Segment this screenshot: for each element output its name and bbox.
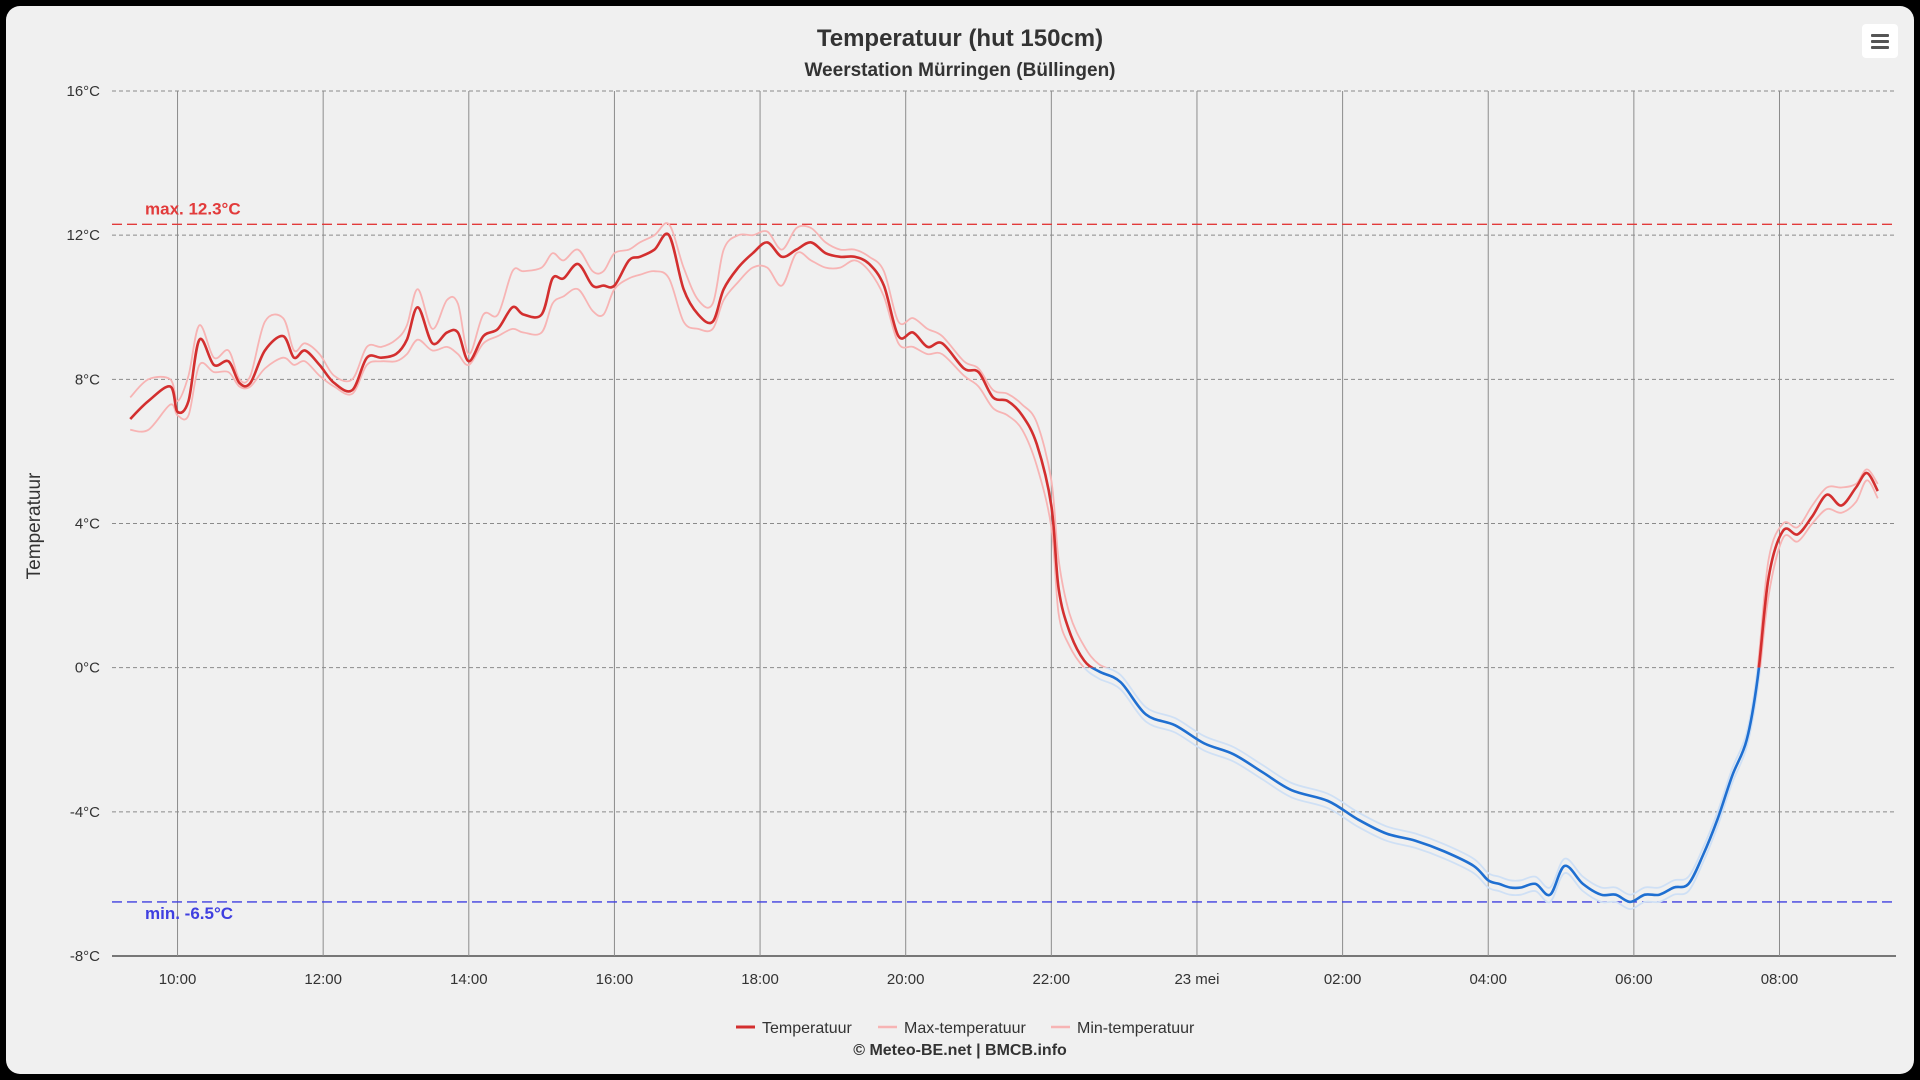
credits[interactable]: © Meteo-BE.net | BMCB.info xyxy=(853,1042,1067,1059)
x-tick-label: 04:00 xyxy=(1469,971,1507,988)
legend-label: Min-temperatuur xyxy=(1077,1020,1195,1037)
menu-icon-bar xyxy=(1871,40,1889,43)
series-max-temperatuur-above-zero xyxy=(129,222,1879,668)
series-min-temperatuur-above-zero xyxy=(130,251,1879,668)
x-tick-label: 23 mei xyxy=(1174,971,1219,988)
plot-line-label-max: max. 12.3°C xyxy=(145,199,241,218)
x-tick-label: 14:00 xyxy=(450,971,488,988)
menu-icon-bar xyxy=(1871,34,1889,37)
x-tick-label: 20:00 xyxy=(887,971,925,988)
x-axis-ticks: 10:00 12:00 14:00 16:00 18:00 20:00 22:00 23 me… xyxy=(159,971,1799,988)
legend-item[interactable]: Min-temperatuur xyxy=(1051,1020,1195,1037)
legend-label: Max-temperatuur xyxy=(904,1020,1026,1037)
legend[interactable]: Temperatuur Max-temperatuur Min-temperatuu… xyxy=(736,1020,1195,1037)
y-tick-label: 8°C xyxy=(75,371,100,388)
y-tick-label: 16°C xyxy=(66,83,100,100)
y-axis-title: Temperatuur xyxy=(24,472,45,579)
y-axis-ticks: 16°C 12°C 8°C 4°C 0°C -4°C -8°C xyxy=(66,83,100,965)
x-tick-label: 10:00 xyxy=(159,971,197,988)
x-tick-label: 22:00 xyxy=(1033,971,1071,988)
x-tick-label: 18:00 xyxy=(741,971,779,988)
series-min-temperatuur-below-zero xyxy=(1082,667,1762,910)
x-tick-label: 08:00 xyxy=(1761,971,1799,988)
chart-container: Temperatuur (hut 150cm) Weerstation Mürr… xyxy=(6,6,1914,1074)
chart-subtitle: Weerstation Mürringen (Büllingen) xyxy=(804,60,1115,81)
plot-lines: max. 12.3°C min. -6.5°C xyxy=(112,199,1896,923)
legend-item[interactable]: Max-temperatuur xyxy=(878,1020,1026,1037)
menu-button[interactable] xyxy=(1862,24,1898,58)
x-tick-label: 02:00 xyxy=(1324,971,1362,988)
x-gridlines xyxy=(177,91,1780,956)
x-tick-label: 06:00 xyxy=(1615,971,1653,988)
x-tick-label: 12:00 xyxy=(304,971,342,988)
plot-line-label-min: min. -6.5°C xyxy=(145,904,233,923)
temperature-chart: Temperatuur (hut 150cm) Weerstation Mürr… xyxy=(24,25,1896,1059)
series-temperatuur-above-zero xyxy=(129,232,1879,668)
y-tick-label: -4°C xyxy=(70,804,100,821)
legend-item[interactable]: Temperatuur xyxy=(736,1020,852,1037)
chart-title: Temperatuur (hut 150cm) xyxy=(817,25,1103,52)
menu-icon-bar xyxy=(1871,46,1889,49)
x-tick-label: 16:00 xyxy=(596,971,634,988)
y-tick-label: 12°C xyxy=(66,227,100,244)
y-tick-label: -8°C xyxy=(70,948,100,965)
series-max-temperatuur-below-zero xyxy=(1103,667,1759,896)
legend-label: Temperatuur xyxy=(762,1020,852,1037)
y-tick-label: 4°C xyxy=(75,516,100,533)
series-lines xyxy=(129,222,1879,910)
y-tick-label: 0°C xyxy=(75,660,100,677)
y-gridlines xyxy=(112,90,1896,957)
series-temperatuur-below-zero xyxy=(1089,667,1761,904)
